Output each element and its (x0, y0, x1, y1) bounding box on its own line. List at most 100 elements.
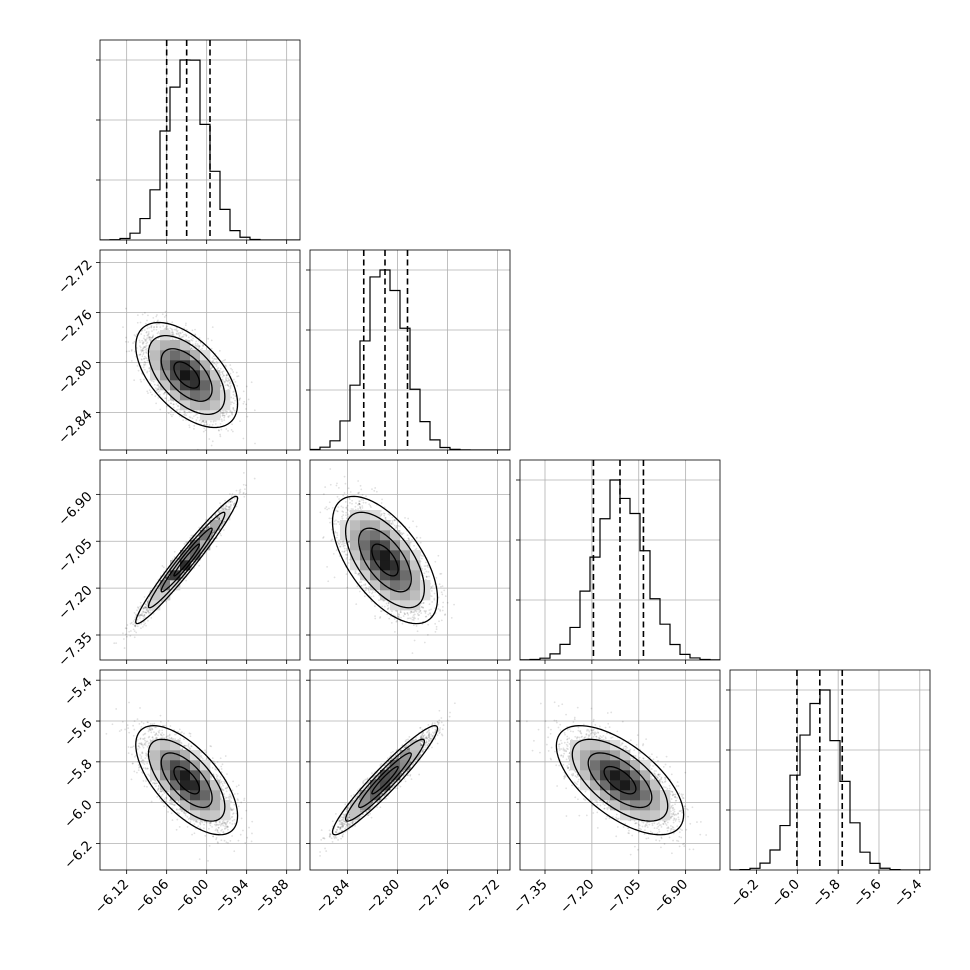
sample-point (146, 390, 149, 393)
sample-point (215, 358, 218, 360)
density-cell (150, 350, 161, 361)
sample-point (165, 314, 167, 317)
sample-point (142, 337, 145, 340)
sample-point (150, 325, 153, 328)
sample-point (153, 383, 156, 386)
sample-point (151, 335, 154, 338)
sample-point (198, 337, 201, 339)
sample-point (202, 420, 204, 423)
density-cell (170, 380, 181, 391)
sample-point (172, 331, 174, 334)
sample-point (194, 414, 197, 417)
sample-point (172, 403, 175, 406)
sample-point (237, 375, 240, 377)
sample-point (217, 429, 220, 431)
sample-point (228, 500, 231, 503)
y-tick-label: −2.72 (55, 257, 96, 298)
sample-point (169, 402, 172, 405)
sample-point (232, 397, 235, 400)
density-cell (150, 360, 161, 371)
sample-point (171, 329, 174, 332)
sample-point (225, 428, 228, 430)
sample-point (191, 343, 194, 346)
sample-point (227, 506, 230, 508)
sample-point (143, 357, 146, 360)
sample-point (146, 319, 148, 322)
sample-point (221, 412, 224, 415)
sample-point (211, 532, 214, 535)
sample-point (140, 333, 143, 335)
sample-point (233, 378, 235, 381)
sample-point (170, 331, 173, 334)
sample-point (159, 393, 161, 396)
sample-point (239, 397, 242, 400)
sample-point (190, 335, 193, 338)
sample-point (183, 411, 186, 414)
density-cell (160, 360, 171, 371)
sample-point (223, 419, 226, 422)
density-cell (190, 360, 201, 371)
contour-2 (147, 334, 226, 416)
sample-point (211, 423, 214, 426)
sample-point (141, 614, 143, 616)
sample-point (167, 399, 170, 402)
sample-point (175, 332, 178, 335)
sample-point (223, 381, 226, 384)
sample-point (222, 411, 224, 414)
sample-point (157, 391, 160, 394)
sample-point (172, 334, 175, 336)
density-cell (190, 370, 201, 381)
sample-point (171, 321, 174, 324)
sample-point (147, 331, 150, 333)
sample-point (211, 366, 213, 369)
sample-point (231, 411, 233, 413)
sample-point (202, 430, 205, 433)
sample-point (147, 609, 150, 612)
sample-point (180, 336, 183, 339)
sample-point (144, 338, 146, 341)
sample-point (191, 339, 194, 342)
sample-point (139, 321, 142, 324)
sample-point (232, 391, 235, 393)
sample-point (188, 416, 191, 418)
sample-point (157, 386, 160, 389)
sample-point (203, 421, 206, 424)
sample-point (223, 414, 226, 417)
sample-point (125, 350, 128, 353)
axes-frame (99, 249, 301, 451)
sample-point (220, 412, 223, 415)
sample-point (213, 362, 215, 365)
sample-point (148, 367, 151, 370)
sample-point (140, 350, 143, 353)
sample-point (146, 334, 149, 337)
density-cell (160, 340, 171, 351)
sample-point (190, 347, 192, 350)
sample-point (149, 336, 152, 339)
sample-point (233, 390, 236, 393)
sample-point (218, 429, 220, 432)
sample-point (236, 385, 239, 387)
sample-point (212, 355, 215, 358)
sample-point (207, 525, 209, 528)
sample-point (219, 422, 222, 425)
sample-point (192, 337, 194, 340)
sample-point (155, 402, 158, 405)
density-cell (210, 380, 221, 391)
sample-point (141, 339, 144, 342)
sample-point (155, 325, 158, 328)
sample-point (221, 373, 224, 375)
sample-point (231, 423, 233, 426)
sample-point (183, 327, 186, 330)
sample-point (225, 413, 228, 415)
sample-point (171, 415, 173, 418)
sample-point (193, 427, 195, 430)
sample-point (229, 410, 232, 413)
sample-point (137, 615, 140, 618)
sample-point (154, 395, 157, 398)
sample-point (186, 411, 189, 414)
sample-point (189, 536, 192, 539)
sample-point (172, 413, 174, 416)
y-tick-label: −2.80 (55, 357, 96, 398)
sample-point (254, 442, 256, 445)
sample-point (161, 565, 164, 567)
